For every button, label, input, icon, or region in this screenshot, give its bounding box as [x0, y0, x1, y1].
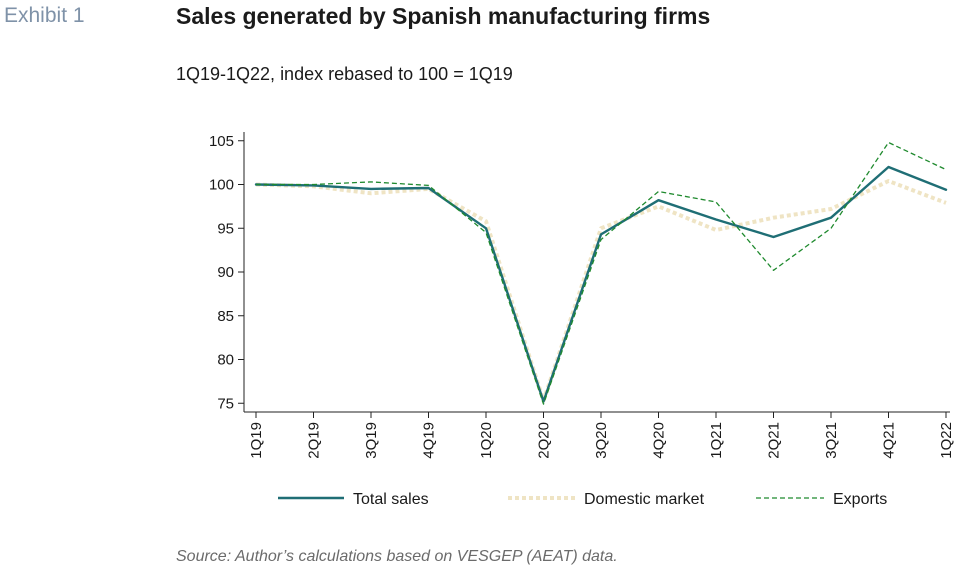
source-note: Source: Author’s calculations based on V…	[176, 548, 618, 565]
y-tick-label: 95	[217, 220, 234, 237]
y-tick-label: 80	[217, 352, 234, 369]
series-line-domestic-market	[255, 179, 947, 403]
y-tick-label: 100	[209, 177, 234, 194]
x-tick-label: 2Q21	[766, 422, 783, 459]
x-tick-label: 2Q19	[306, 422, 323, 459]
x-tick-label: 1Q21	[708, 422, 725, 459]
x-tick-label: 1Q19	[248, 422, 265, 459]
legend-label-total-sales: Total sales	[353, 491, 429, 508]
x-tick-label: 2Q20	[536, 422, 553, 459]
chart-title: Sales generated by Spanish manufacturing…	[176, 3, 711, 29]
legend-label-domestic-market: Domestic market	[584, 491, 705, 508]
series-line-total-sales	[254, 165, 948, 403]
x-tick-label: 4Q21	[881, 422, 898, 459]
y-tick-label: 105	[209, 133, 234, 150]
series-line-exports	[256, 141, 947, 405]
exhibit-label: Exhibit 1	[4, 4, 85, 27]
x-tick-label: 3Q20	[593, 422, 610, 459]
legend-label-exports: Exports	[833, 491, 887, 508]
x-tick-label: 3Q19	[363, 422, 380, 459]
x-tick-label: 1Q20	[478, 422, 495, 459]
x-tick-label: 1Q22	[938, 422, 955, 459]
x-tick-label: 4Q19	[421, 422, 438, 459]
chart-series	[254, 141, 948, 405]
y-tick-label: 90	[217, 264, 234, 281]
y-tick-label: 85	[217, 308, 234, 325]
x-tick-label: 4Q20	[651, 422, 668, 459]
chart-legend: Total sales Domestic market Exports	[278, 491, 887, 508]
chart-subtitle: 1Q19-1Q22, index rebased to 100 = 1Q19	[176, 64, 513, 84]
chart-axes: 75 80 85 90 95 100 105 1Q19 2Q19 3Q19 4Q19 1Q20 2Q20…	[209, 132, 955, 459]
x-tick-label: 3Q21	[823, 422, 840, 459]
y-tick-label: 75	[217, 395, 234, 412]
